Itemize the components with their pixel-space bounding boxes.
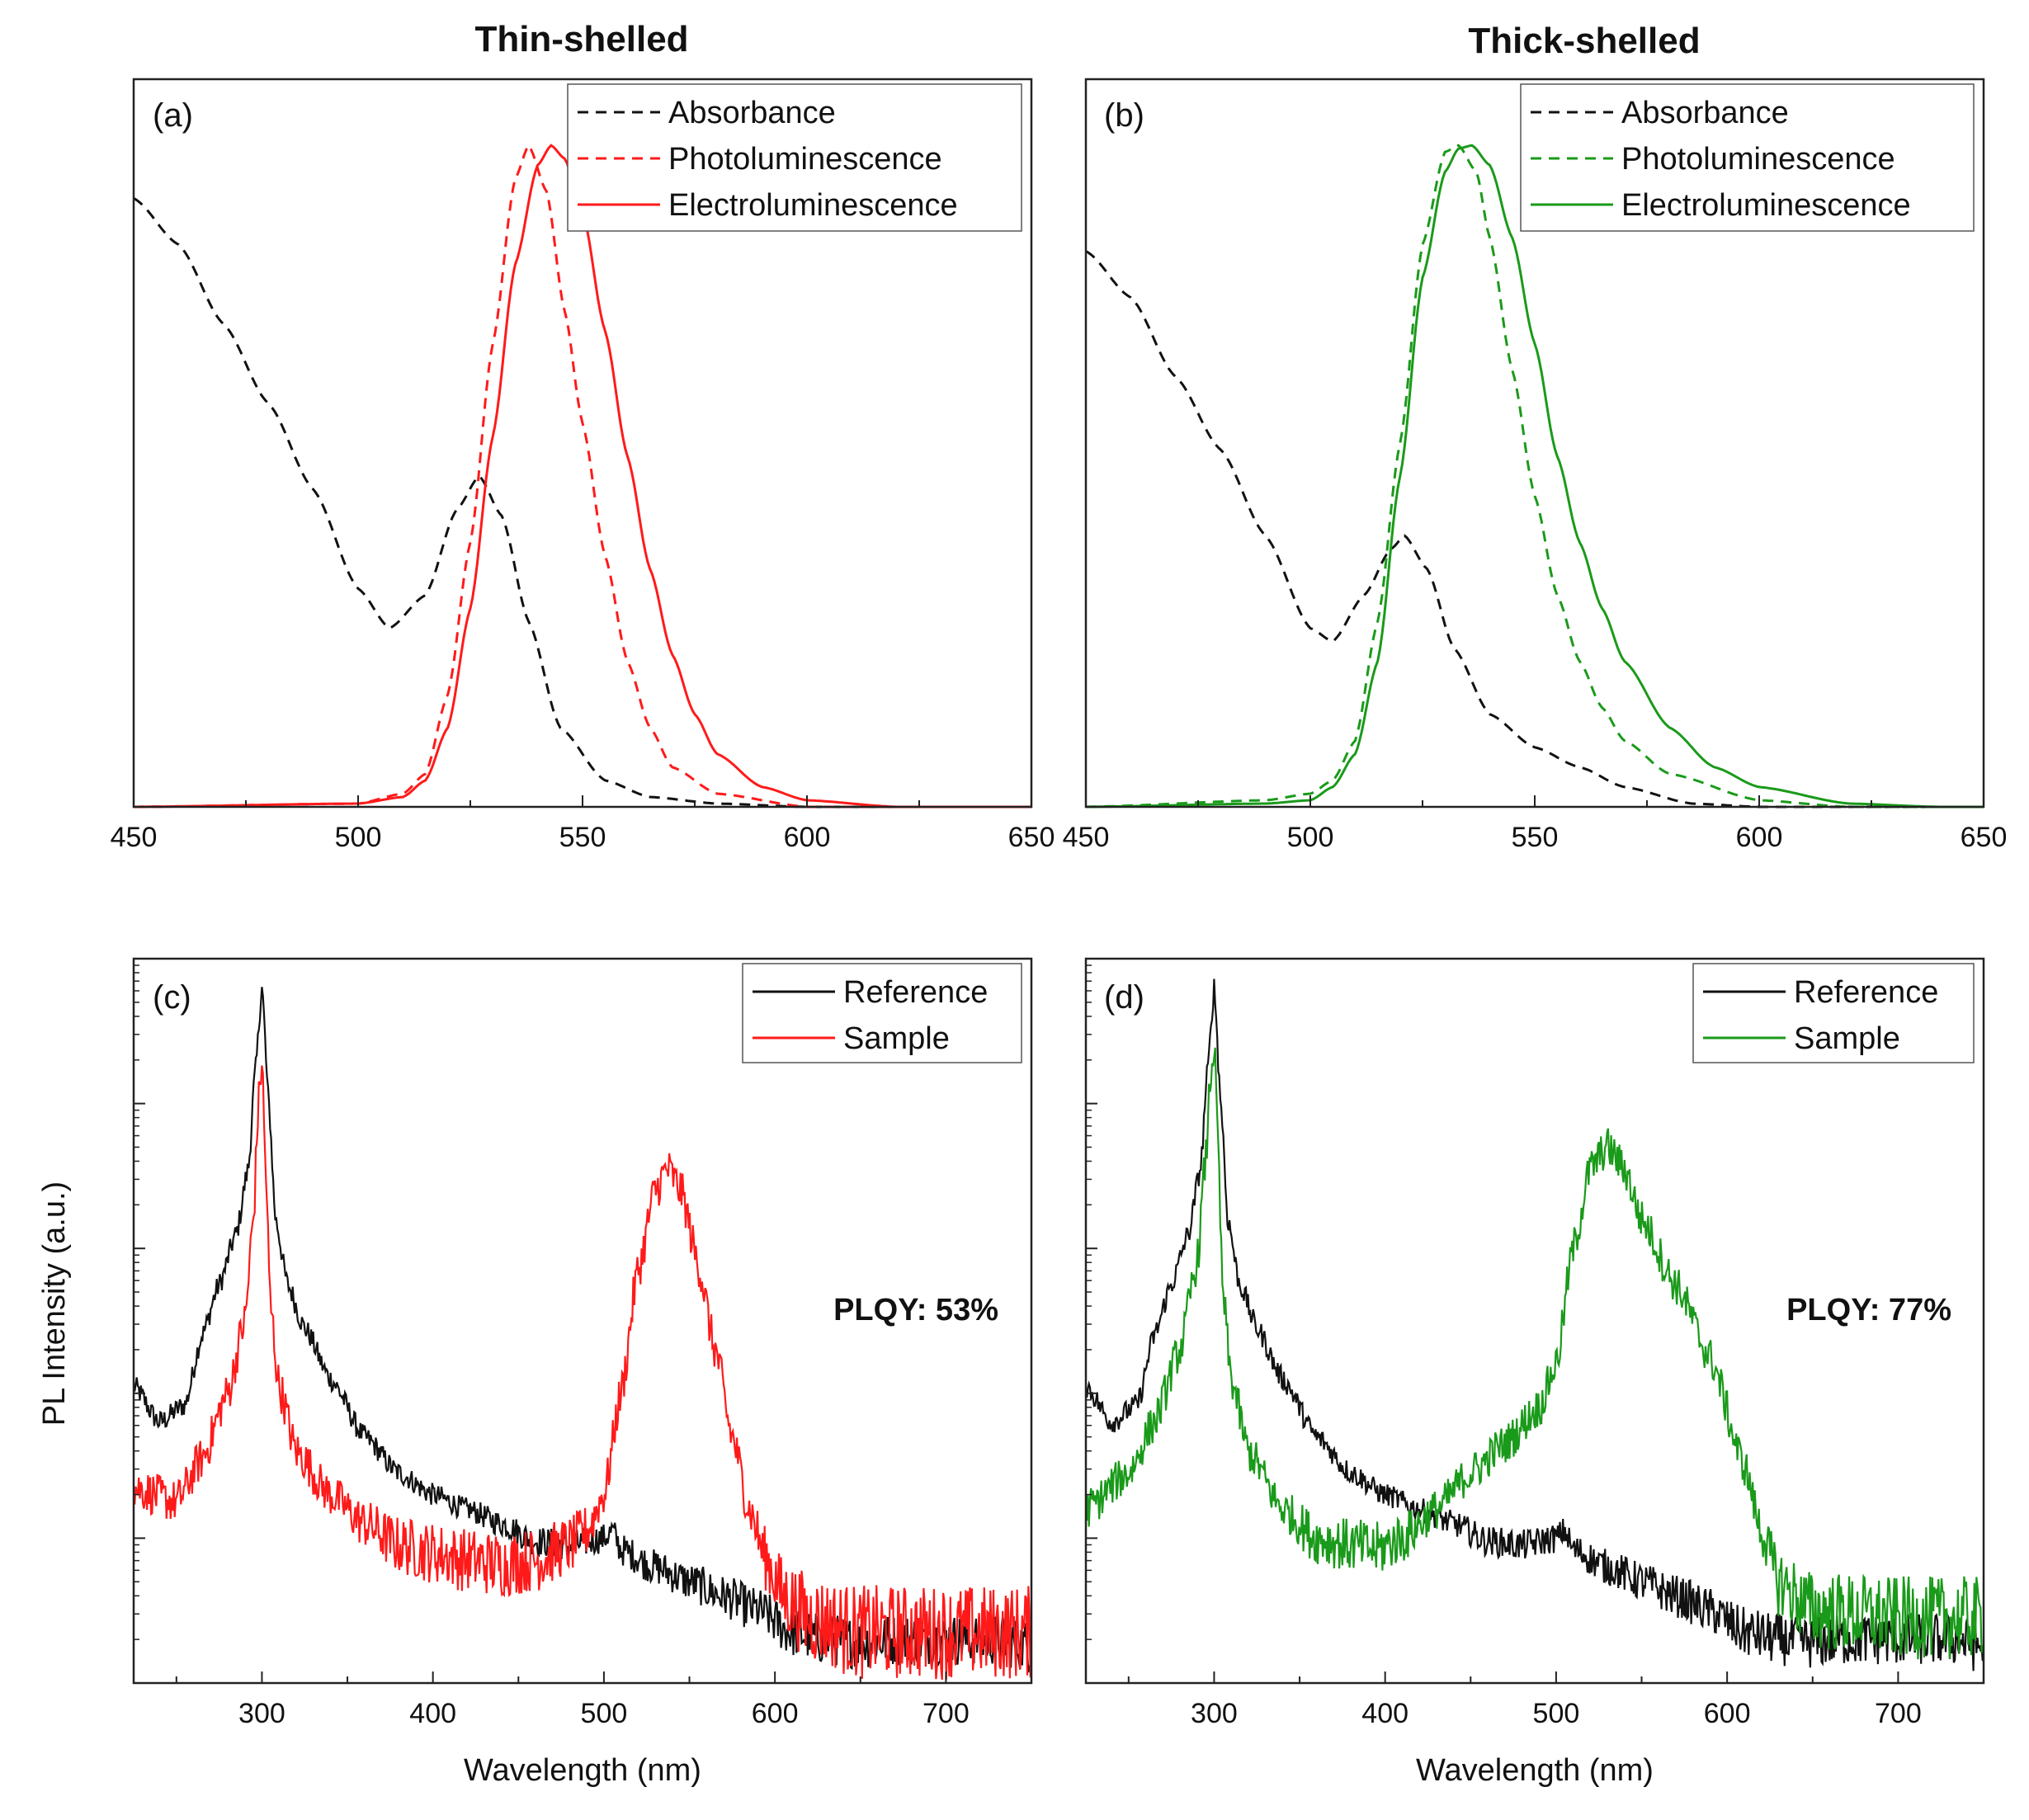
x-axis: 300 400 500 600 700 [1086, 958, 1984, 1729]
series-group [1084, 978, 1984, 1671]
x-axis-label: Wavelength (nm) [1416, 1753, 1654, 1788]
series-line-sample [132, 1065, 1031, 1681]
x-tick-label: 500 [1287, 822, 1334, 853]
x-axis: 450 500 550 600 650 [1063, 795, 2008, 853]
legend-label: Electroluminescence [1621, 188, 1911, 223]
panel-c: 300 400 500 600 700 Wavelength (nm) (c) PLQY: 5… [132, 957, 1033, 1788]
series-line-reference [132, 987, 1031, 1673]
series-line-absorbance [1085, 250, 1984, 809]
panel-label: (d) [1104, 979, 1144, 1016]
x-tick-label: 300 [1191, 1698, 1238, 1729]
legend-box [567, 83, 1022, 232]
series-line-photoluminescence [1085, 144, 1984, 809]
x-tick-label: 650 [1008, 822, 1055, 853]
plqy-annotation: PLQY: 77% [1786, 1293, 1951, 1327]
column-title-thin: Thin-shelled [474, 19, 688, 59]
series-group [132, 987, 1031, 1681]
plot-frame [1084, 957, 1985, 1685]
plot-frame [132, 957, 1033, 1685]
x-tick-label: 450 [1063, 822, 1110, 853]
series-group [133, 143, 1031, 809]
x-axis: 300 400 500 600 700 [134, 958, 1032, 1729]
series-line-absorbance [133, 197, 1031, 809]
column-title-thick: Thick-shelled [1468, 21, 1700, 61]
series-group [1085, 144, 1984, 809]
series-line-photoluminescence [134, 143, 1031, 809]
plqy-annotation: PLQY: 53% [833, 1293, 998, 1327]
x-tick-label: 500 [335, 822, 382, 853]
legend-label: Absorbance [1621, 96, 1789, 130]
legend: Absorbance Photoluminescence Electrolumine… [567, 83, 1022, 232]
legend-label: Photoluminescence [1621, 142, 1895, 177]
x-tick-label: 400 [409, 1698, 456, 1729]
x-tick-label: 650 [1961, 822, 2008, 853]
panel-a: 450 500 550 600 650 (a) Absorbance Photolumines… [111, 78, 1055, 853]
x-tick-label: 500 [581, 1698, 628, 1729]
x-tick-label: 600 [1704, 1698, 1751, 1729]
x-tick-label: 600 [1736, 822, 1783, 853]
x-tick-label: 300 [238, 1698, 285, 1729]
x-tick-label: 600 [784, 822, 831, 853]
legend-label: Electroluminescence [668, 188, 958, 223]
legend-label: Reference [843, 975, 988, 1010]
legend-label: Absorbance [668, 96, 836, 130]
series-line-electroluminescence [134, 144, 1031, 809]
x-axis-label: Wavelength (nm) [464, 1753, 701, 1788]
legend-label: Reference [1794, 975, 1938, 1010]
panel-label: (b) [1104, 97, 1144, 134]
legend-label: Sample [843, 1021, 950, 1056]
x-tick-label: 700 [922, 1698, 970, 1729]
x-tick-label: 600 [752, 1698, 799, 1729]
x-tick-label: 550 [559, 822, 606, 853]
x-tick-label: 400 [1361, 1698, 1409, 1729]
legend-box [742, 963, 1022, 1063]
legend: Absorbance Photoluminescence Electrolumine… [1520, 83, 1975, 232]
x-axis: 450 500 550 600 650 [111, 795, 1055, 853]
legend-label: Photoluminescence [668, 142, 942, 177]
x-tick-label: 450 [111, 822, 158, 853]
y-axis-label: PL Intensity (a.u.) [37, 1181, 72, 1426]
legend-label: Sample [1794, 1021, 1900, 1056]
legend: Reference Sample [1692, 963, 1975, 1063]
panel-label: (c) [153, 979, 191, 1016]
panel-label: (a) [153, 97, 193, 134]
x-tick-label: 500 [1533, 1698, 1580, 1729]
panel-b: 450 500 550 600 650 (b) Absorbance Photolumines… [1063, 78, 2008, 853]
series-line-electroluminescence [1086, 144, 1984, 809]
series-line-sample [1084, 1047, 1984, 1660]
x-tick-label: 550 [1512, 822, 1559, 853]
legend-box [1692, 963, 1975, 1063]
legend: Reference Sample [742, 963, 1022, 1063]
panel-d: 300 400 500 600 700 Wavelength (nm) (d) PLQY: 7… [1084, 957, 1985, 1788]
legend-box [1520, 83, 1975, 232]
x-tick-label: 700 [1875, 1698, 1922, 1729]
